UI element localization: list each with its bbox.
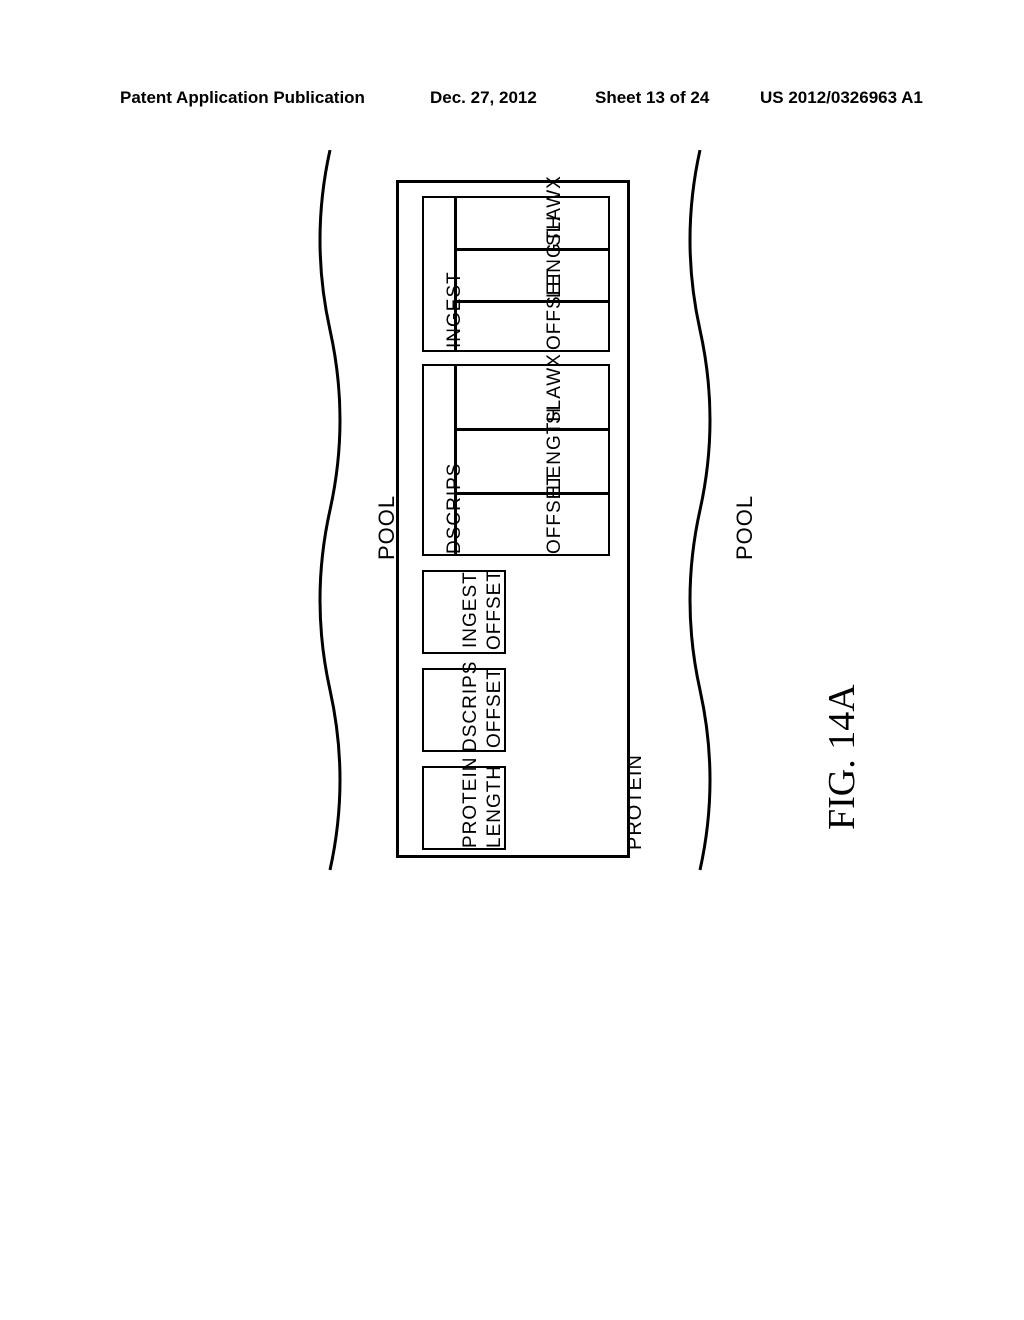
ingest-offset-l2: OFFSET: [484, 569, 506, 650]
protein-label: PROTEIN: [624, 754, 647, 850]
figure-label: FIG. 14A: [820, 684, 864, 830]
ingest-offset-l1: INGEST: [460, 571, 482, 648]
ingest-cell-div-1: [454, 248, 610, 251]
dscrips-offset-l2: OFFSET: [484, 667, 506, 748]
dscrips-offset-l1: DSCRIPS: [460, 661, 482, 752]
dscrips-cell-div-1: [454, 428, 610, 431]
ingest-title: INGEST: [444, 271, 466, 348]
header-publication: Patent Application Publication: [120, 88, 365, 108]
ingest-cell-div-2: [454, 300, 610, 303]
ingest-slawx-label: SLAWX: [544, 175, 566, 246]
dscrips-title: DSCRIPS: [444, 463, 466, 554]
header-docno: US 2012/0326963 A1: [760, 88, 923, 108]
pool-border-top: [300, 150, 360, 890]
pool-border-bottom: [670, 150, 730, 890]
dscrips-cell-div-2: [454, 492, 610, 495]
header-date: Dec. 27, 2012: [430, 88, 537, 108]
dscrips-slawx-label: SLAWX: [544, 353, 566, 424]
pool-label-bottom: POOL: [732, 495, 758, 560]
protein-length-l1: PROTEIN: [460, 757, 482, 848]
header-sheet: Sheet 13 of 24: [595, 88, 709, 108]
protein-length-l2: LENGTH: [484, 765, 506, 848]
